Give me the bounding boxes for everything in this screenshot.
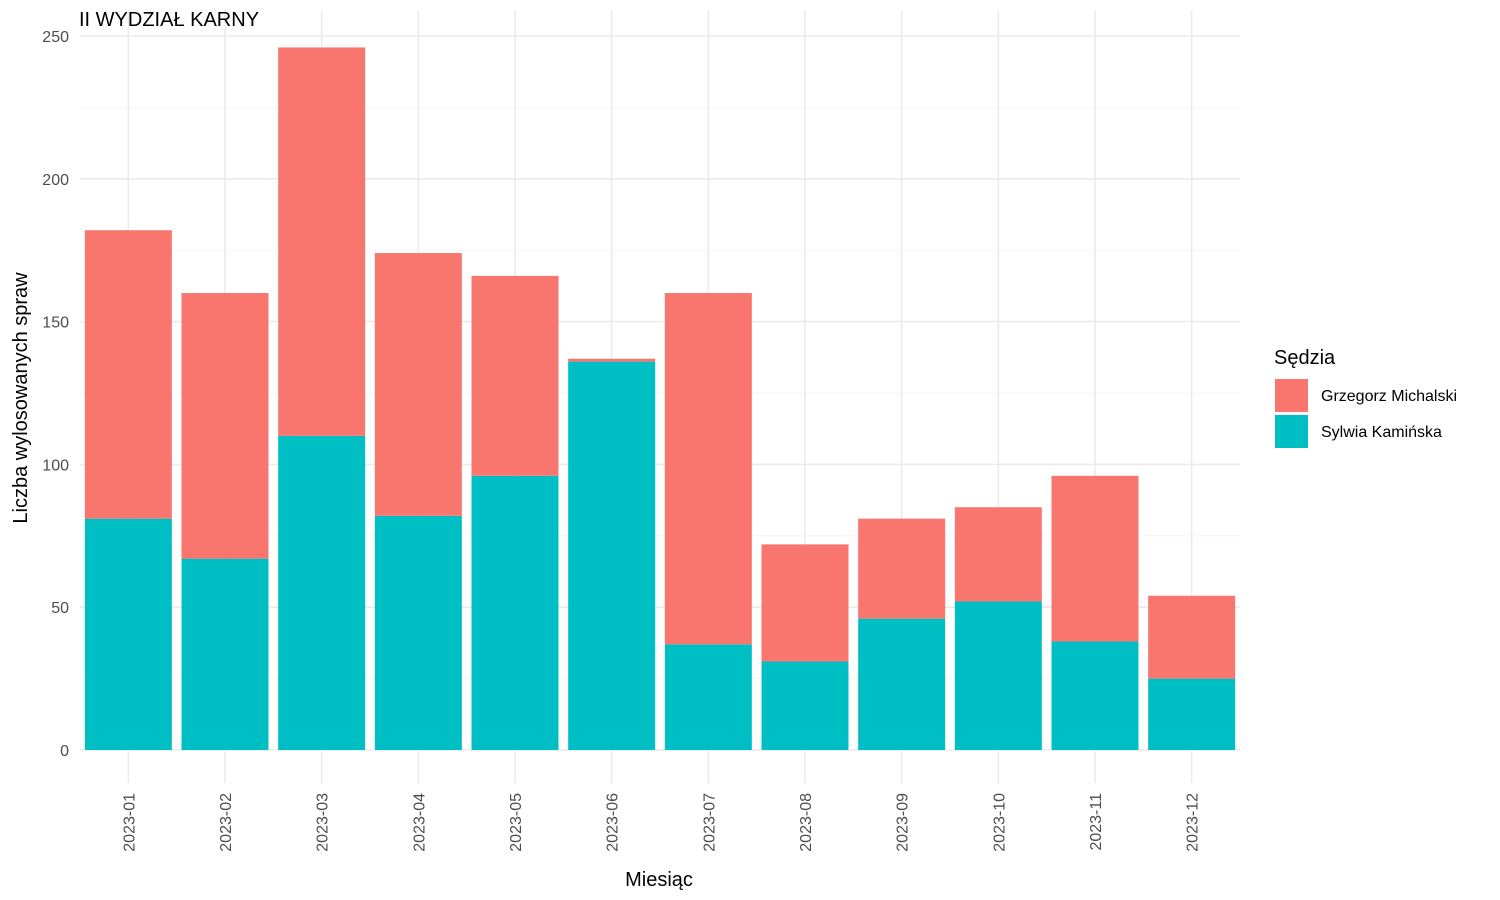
x-tick-label: 2023-03 xyxy=(315,793,332,852)
y-tick-label: 0 xyxy=(60,743,69,760)
bar-grzegorz-michalski-2023-04 xyxy=(374,253,462,516)
bar-sylwia-kamin-ska-2023-04 xyxy=(374,515,462,750)
bar-sylwia-kamin-ska-2023-03 xyxy=(278,435,366,750)
legend-label: Sylwia Kamińska xyxy=(1321,424,1442,441)
x-tick-label: 2023-02 xyxy=(218,793,235,852)
legend-label: Grzegorz Michalski xyxy=(1321,388,1457,405)
x-tick-label: 2023-05 xyxy=(508,793,525,852)
x-tick-label: 2023-07 xyxy=(701,793,718,852)
x-tick-label: 2023-10 xyxy=(991,793,1008,852)
bars xyxy=(84,47,1236,750)
legend-items: Grzegorz Michalski Sylwia Kamińska xyxy=(1275,379,1457,448)
x-tick-label: 2023-11 xyxy=(1088,793,1105,851)
legend-title: Sędzia xyxy=(1274,347,1336,369)
bar-sylwia-kamin-ska-2023-11 xyxy=(1051,641,1139,750)
legend: Sędzia Grzegorz Michalski Sylwia Kamińska xyxy=(1274,347,1457,448)
x-tick-label: 2023-04 xyxy=(411,793,428,852)
x-axis-tick-labels: 2023-01 2023-02 2023-03 2023-04 2023-05 2023-… xyxy=(121,793,1201,852)
y-tick-label: 150 xyxy=(42,315,69,332)
x-tick-label: 2023-09 xyxy=(895,793,912,852)
y-axis-title: Liczba wylosowanych spraw xyxy=(10,272,32,524)
bar-grzegorz-michalski-2023-05 xyxy=(471,275,559,476)
x-tick-label: 2023-08 xyxy=(798,793,815,852)
bar-sylwia-kamin-ska-2023-06 xyxy=(568,361,656,750)
x-axis-title: Miesiąc xyxy=(625,869,693,891)
bar-sylwia-kamin-ska-2023-10 xyxy=(954,601,1042,750)
x-tick-label: 2023-01 xyxy=(121,793,138,852)
bar-grzegorz-michalski-2023-10 xyxy=(954,507,1042,602)
bar-sylwia-kamin-ska-2023-12 xyxy=(1148,678,1236,750)
bar-grzegorz-michalski-2023-03 xyxy=(278,47,366,436)
legend-swatch xyxy=(1275,415,1308,448)
x-tick-label: 2023-06 xyxy=(605,793,622,852)
bar-grzegorz-michalski-2023-08 xyxy=(761,544,849,662)
bar-sylwia-kamin-ska-2023-02 xyxy=(181,558,269,750)
bar-sylwia-kamin-ska-2023-08 xyxy=(761,661,849,750)
legend-swatch xyxy=(1275,379,1308,412)
y-axis-tick-labels: 0 50 100 150 200 250 xyxy=(42,29,69,760)
bar-grzegorz-michalski-2023-09 xyxy=(858,518,946,619)
bar-sylwia-kamin-ska-2023-09 xyxy=(858,618,946,750)
x-tick-label: 2023-12 xyxy=(1185,793,1202,852)
bar-grzegorz-michalski-2023-01 xyxy=(84,230,172,519)
y-tick-label: 100 xyxy=(42,457,69,474)
y-tick-label: 200 xyxy=(42,172,69,189)
y-tick-label: 250 xyxy=(42,29,69,46)
bar-grzegorz-michalski-2023-07 xyxy=(664,293,752,645)
bar-grzegorz-michalski-2023-06 xyxy=(568,358,656,362)
bar-grzegorz-michalski-2023-02 xyxy=(181,293,269,559)
bar-sylwia-kamin-ska-2023-01 xyxy=(84,518,172,750)
bar-sylwia-kamin-ska-2023-05 xyxy=(471,475,559,750)
y-tick-label: 50 xyxy=(51,600,69,617)
bar-grzegorz-michalski-2023-11 xyxy=(1051,475,1139,642)
bar-sylwia-kamin-ska-2023-07 xyxy=(664,644,752,750)
bar-grzegorz-michalski-2023-12 xyxy=(1148,595,1236,679)
chart-title: II WYDZIAŁ KARNY xyxy=(79,9,259,31)
